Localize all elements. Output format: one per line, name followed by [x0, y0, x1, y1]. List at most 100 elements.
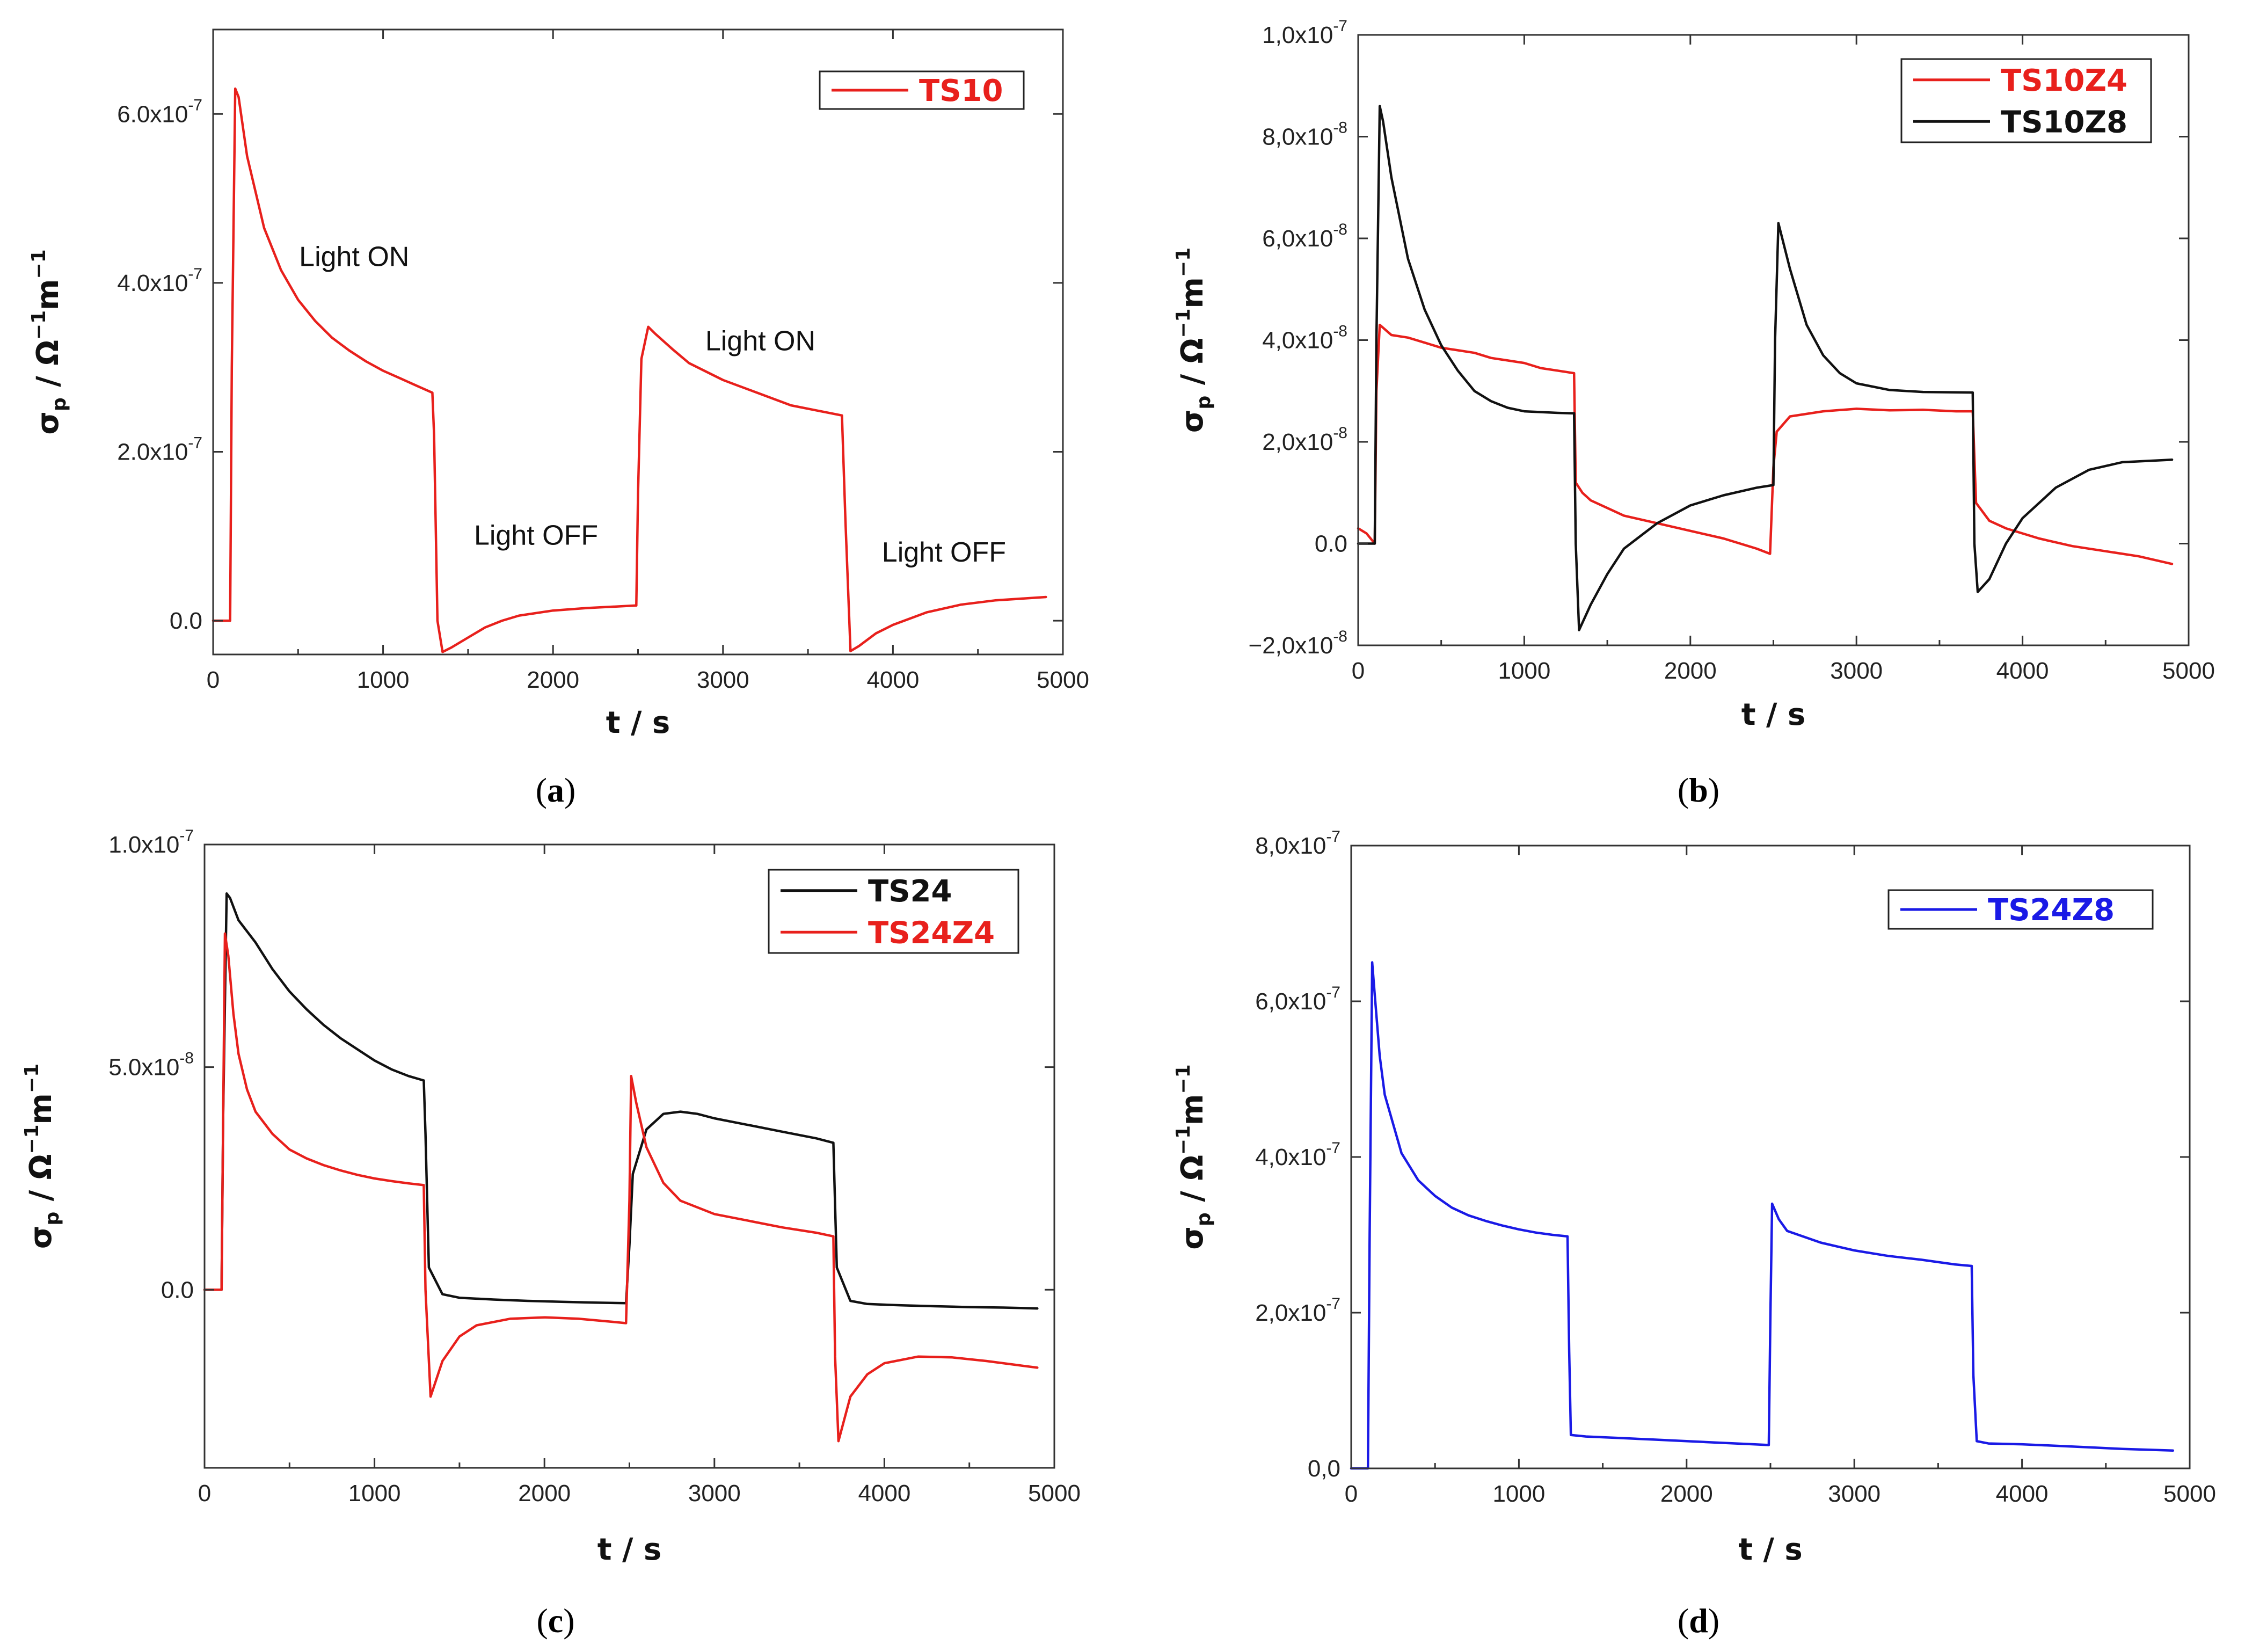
panel-c-xlabel: t / s — [597, 1532, 662, 1567]
y-tick-exponent: -7 — [1333, 17, 1347, 35]
panel-d-caption: (d) — [1678, 1602, 1719, 1640]
x-tick-label: 3000 — [697, 667, 749, 693]
panel-d-legend: TS24Z8 — [1887, 889, 2154, 930]
x-tick-label: 3000 — [1830, 658, 1883, 684]
series-line-ts10 — [212, 87, 1047, 653]
y-title-m: m — [1175, 277, 1210, 308]
legend-box — [1900, 58, 2152, 143]
panel-c-caption-letter: c — [548, 1602, 563, 1640]
y-tick-exponent: -7 — [188, 434, 202, 452]
x-tick-label: 1000 — [1498, 658, 1550, 684]
y-tick-mantissa: 4,0x10 — [1262, 328, 1333, 354]
x-tick-label: 3000 — [688, 1480, 741, 1507]
y-tick-exponent: -8 — [1333, 628, 1347, 645]
x-tick-label: 2000 — [527, 667, 579, 693]
y-tick-exponent: -8 — [1333, 119, 1347, 137]
y-tick-mantissa: 6.0x10 — [117, 101, 188, 127]
y-title-m: m — [1175, 1094, 1210, 1125]
x-tick-label: 4000 — [858, 1480, 910, 1507]
y-tick-label: 0.0 — [161, 1277, 194, 1303]
panel-b-series — [1357, 105, 2174, 631]
y-tick-label: 0,0 — [1308, 1455, 1340, 1482]
y-tick-mantissa: 2.0x10 — [117, 439, 188, 465]
panel-a-ylabel: σp / Ω−1m−1 — [28, 249, 70, 434]
y-tick-mantissa: 1.0x10 — [108, 832, 179, 858]
x-axis-title: t / s — [1738, 1532, 1803, 1567]
panel-d-ticks: 0 1000 2000 3000 4000 50000,02,0x10-74,0x10-7… — [1255, 828, 2216, 1507]
y-title-sigma: σ — [24, 1226, 59, 1249]
legend-label: TS24Z8 — [1988, 893, 2115, 928]
y-tick-label: 5.0x10-8 — [108, 1050, 194, 1081]
panel-a-caption: (a) — [536, 771, 576, 809]
y-title-sigma: σ — [31, 411, 65, 435]
y-title-exp1: −1 — [1172, 1125, 1194, 1155]
panel-c: 0 1000 2000 3000 4000 5000 0.0 5.0x10-8 1.0x10-7… — [21, 827, 1081, 1640]
y-tick-label: 6,0x10-8 — [1262, 221, 1347, 252]
y-tick-exponent: -8 — [1333, 323, 1347, 340]
panel-c-caption-close: ) — [563, 1602, 574, 1640]
y-title-m: m — [24, 1093, 59, 1124]
y-tick-mantissa: 8,0x10 — [1255, 833, 1326, 859]
x-tick-label: 5000 — [1037, 667, 1089, 693]
y-tick-mantissa: 0.0 — [1315, 531, 1347, 557]
y-tick-label: 4.0x10-7 — [117, 265, 202, 296]
x-tick-label: 5000 — [2163, 1481, 2216, 1507]
x-tick-label: 5000 — [2162, 658, 2215, 684]
panel-b-caption-close: ) — [1708, 771, 1719, 809]
y-title-exp2: −1 — [21, 1064, 43, 1093]
panel-d-series — [1350, 961, 2175, 1470]
panel-c-caption-open: ( — [536, 1602, 548, 1640]
y-title-sub: p — [1193, 1212, 1215, 1226]
y-title-mid: / Ω — [1175, 338, 1210, 396]
x-tick-label: 0 — [207, 667, 220, 693]
annotation-label: Light ON — [705, 326, 815, 357]
x-tick-label: 0 — [198, 1480, 211, 1507]
x-tick-label: 0 — [1345, 1481, 1358, 1507]
legend-label: TS10Z4 — [2001, 63, 2127, 98]
panel-d-caption-open: ( — [1678, 1602, 1689, 1640]
panel-a-caption-close: ) — [564, 771, 575, 809]
y-tick-mantissa: 0.0 — [170, 608, 202, 634]
x-tick-label: 4000 — [1996, 658, 2049, 684]
y-title-sigma: σ — [1175, 410, 1210, 433]
annotation-label: Light ON — [299, 241, 409, 272]
x-tick-label: 2000 — [1660, 1481, 1713, 1507]
panel-b: 0 1000 2000 3000 4000 5000−2,0x10-80.02,0x10-… — [1172, 17, 2215, 809]
y-tick-label: 2.0x10-7 — [117, 434, 202, 465]
x-tick-label: 2000 — [518, 1480, 571, 1507]
y-tick-label: 4,0x10-7 — [1255, 1139, 1340, 1170]
annotation-label: Light OFF — [474, 520, 598, 551]
y-tick-label: 6.0x10-7 — [117, 96, 202, 127]
panel-c-ticks: 0 1000 2000 3000 4000 5000 0.0 5.0x10-8 1.0x10-7 — [108, 827, 1081, 1507]
x-tick-label: 4000 — [1996, 1481, 2049, 1507]
y-tick-mantissa: 0,0 — [1308, 1455, 1340, 1482]
panel-d: 0 1000 2000 3000 4000 50000,02,0x10-74,0x10-7… — [1172, 828, 2216, 1640]
panel-b-caption-open: ( — [1678, 771, 1689, 809]
y-tick-mantissa: 1,0x10 — [1262, 22, 1333, 48]
y-tick-exponent: -7 — [188, 96, 202, 114]
x-tick-label: 3000 — [1828, 1481, 1880, 1507]
series-line-ts24 — [203, 892, 1039, 1310]
y-tick-label: 1,0x10-7 — [1262, 17, 1347, 48]
series-line-ts24z4 — [203, 932, 1039, 1443]
y-tick-label: 2,0x10-7 — [1255, 1295, 1340, 1326]
y-tick-exponent: -8 — [179, 1050, 194, 1067]
y-title-exp2: −1 — [28, 249, 50, 279]
y-title-exp1: −1 — [28, 310, 50, 340]
y-axis-title: σp / Ω−1m−1 — [21, 1064, 63, 1249]
x-axis-title: t / s — [597, 1532, 662, 1567]
y-tick-label: 6,0x10-7 — [1255, 984, 1340, 1015]
y-axis-title: σp / Ω−1m−1 — [1172, 1064, 1215, 1249]
y-tick-mantissa: 4.0x10 — [117, 270, 188, 296]
y-axis-title: σp / Ω−1m−1 — [1172, 248, 1215, 433]
panel-b-legend: TS10Z4 TS10Z8 — [1900, 58, 2152, 143]
y-tick-exponent: -8 — [1333, 424, 1347, 442]
y-title-m: m — [31, 279, 65, 310]
series-line-ts24z8 — [1350, 961, 2175, 1470]
y-tick-label: 4,0x10-8 — [1262, 323, 1347, 354]
y-tick-exponent: -7 — [1326, 1295, 1340, 1313]
y-tick-label: 1.0x10-7 — [108, 827, 194, 858]
y-tick-exponent: -7 — [179, 827, 194, 845]
series-line-ts10z4 — [1357, 323, 2174, 565]
